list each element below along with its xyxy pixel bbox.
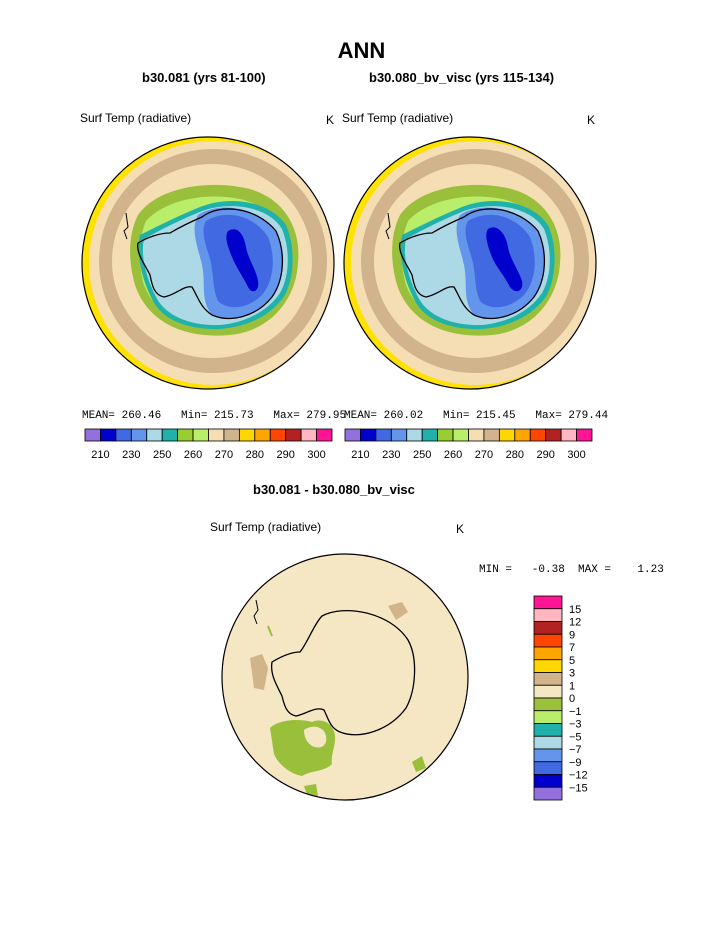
colorbar-swatch: [560, 428, 577, 442]
colorbar-swatch: [146, 428, 163, 442]
colorbar-swatch: [514, 428, 531, 442]
colorbar-swatch: [254, 428, 271, 442]
diff-colorbar-swatch: [533, 646, 563, 661]
diff-colorbar-swatch: [533, 672, 563, 686]
diff-colorbar-tick-label: 5: [569, 655, 575, 667]
colorbar-tick-label: 270: [215, 449, 233, 461]
colorbar-tick-label: 250: [413, 449, 431, 461]
colorbar-swatch: [269, 428, 287, 442]
colorbar-tick-label: 280: [506, 449, 524, 461]
left-stats: MEAN= 260.46 Min= 215.73 Max= 279.95: [82, 410, 347, 422]
diff-colorbar-tick-label: 3: [569, 668, 575, 680]
diff-colorbar-swatch: [533, 774, 563, 788]
left-colorbar: 210 230 250 260 270 280 290 300: [84, 428, 333, 461]
colorbar-tick-label: 250: [153, 449, 171, 461]
diff-colorbar-tick-label: −5: [569, 731, 582, 743]
diff-colorbar-swatch: [533, 621, 563, 635]
colorbar-swatch: [208, 428, 225, 442]
diff-colorbar-tick-label: 9: [569, 629, 575, 641]
colorbar-swatch: [390, 428, 408, 442]
diff-colorbar-swatch: [533, 748, 563, 763]
colorbar-swatch: [529, 428, 547, 442]
colorbar-swatch: [130, 428, 148, 442]
diff-title: b30.081 - b30.080_bv_visc: [253, 482, 415, 497]
colorbar-swatch: [161, 428, 179, 442]
diff-colorbar-swatch: [533, 710, 563, 724]
colorbar-swatch: [238, 428, 256, 442]
colorbar-swatch: [545, 428, 562, 442]
diff-colorbar-swatch: [533, 723, 563, 737]
diff-colorbar-swatch: [533, 761, 563, 775]
colorbar-swatch: [316, 428, 333, 442]
left-field-label: Surf Temp (radiative): [80, 111, 192, 125]
colorbar-tick-label: 300: [307, 449, 325, 461]
colorbar-swatch: [84, 428, 101, 442]
left-units-label: K: [326, 113, 335, 127]
diff-colorbar-swatch: [533, 633, 563, 648]
diff-minmax: MIN = -0.38 MAX = 1.23: [479, 564, 664, 576]
left-case-title: b30.081 (yrs 81-100): [142, 70, 266, 85]
colorbar-swatch: [483, 428, 500, 442]
colorbar-swatch: [452, 428, 469, 442]
colorbar-swatch: [115, 428, 132, 442]
diff-units-label: K: [456, 522, 465, 536]
diff-colorbar-swatch: [533, 659, 563, 673]
diff-colorbar-swatch: [533, 697, 563, 712]
colorbar-swatch: [192, 428, 209, 442]
diff-colorbar-tick-label: −3: [569, 719, 582, 731]
colorbar-swatch: [300, 428, 317, 442]
colorbar-swatch: [177, 428, 194, 442]
right-stats: MEAN= 260.02 Min= 215.45 Max= 279.44: [344, 410, 609, 422]
colorbar-swatch: [223, 428, 240, 442]
colorbar-swatch: [437, 428, 454, 442]
diff-polar-map: [221, 553, 469, 801]
diff-colorbar-swatch: [533, 684, 563, 699]
right-polar-map: [343, 136, 597, 390]
diff-colorbar-swatch: [533, 595, 563, 610]
colorbar-tick-label: 290: [537, 449, 555, 461]
colorbar-swatch: [285, 428, 302, 442]
colorbar-tick-label: 290: [277, 449, 295, 461]
right-case-title: b30.080_bv_visc (yrs 115-134): [369, 70, 555, 85]
page-title: ANN: [337, 38, 386, 63]
colorbar-swatch: [498, 428, 516, 442]
colorbar-swatch: [344, 428, 361, 442]
colorbar-tick-label: 210: [91, 449, 109, 461]
diff-colorbar-tick-label: 12: [569, 617, 581, 629]
colorbar-tick-label: 260: [184, 449, 202, 461]
colorbar-tick-label: 210: [351, 449, 369, 461]
colorbar-tick-label: 230: [382, 449, 400, 461]
left-polar-map: [81, 136, 335, 390]
diff-colorbar-swatch: [533, 608, 563, 622]
colorbar-tick-label: 260: [444, 449, 462, 461]
right-colorbar: 210 230 250 260 270 280 290 300: [344, 428, 593, 461]
right-units-label: K: [587, 113, 596, 127]
diff-colorbar-tick-label: −12: [569, 770, 588, 782]
right-field-label: Surf Temp (radiative): [342, 111, 454, 125]
colorbar-tick-label: 300: [567, 449, 585, 461]
diff-field-label: Surf Temp (radiative): [210, 520, 322, 534]
diff-colorbar-tick-label: −7: [569, 744, 582, 756]
diff-colorbar-tick-label: 1: [569, 680, 575, 692]
colorbar-swatch: [406, 428, 423, 442]
colorbar-tick-label: 230: [122, 449, 140, 461]
colorbar-swatch: [421, 428, 439, 442]
diff-colorbar-swatch: [533, 786, 563, 801]
diff-colorbar-swatch: [533, 735, 563, 750]
colorbar-tick-label: 270: [475, 449, 493, 461]
colorbar-swatch: [375, 428, 392, 442]
diff-colorbar-tick-label: −15: [569, 782, 588, 794]
diff-colorbar-tick-label: 15: [569, 604, 581, 616]
diff-colorbar-tick-label: −9: [569, 757, 582, 769]
colorbar-swatch: [576, 428, 593, 442]
colorbar-swatch: [100, 428, 117, 442]
diff-colorbar-tick-label: 0: [569, 693, 575, 705]
colorbar-swatch: [468, 428, 485, 442]
diff-colorbar-tick-label: −1: [569, 706, 582, 718]
diff-colorbar-tick-label: 7: [569, 642, 575, 654]
colorbar-tick-label: 280: [246, 449, 264, 461]
colorbar-swatch: [360, 428, 377, 442]
